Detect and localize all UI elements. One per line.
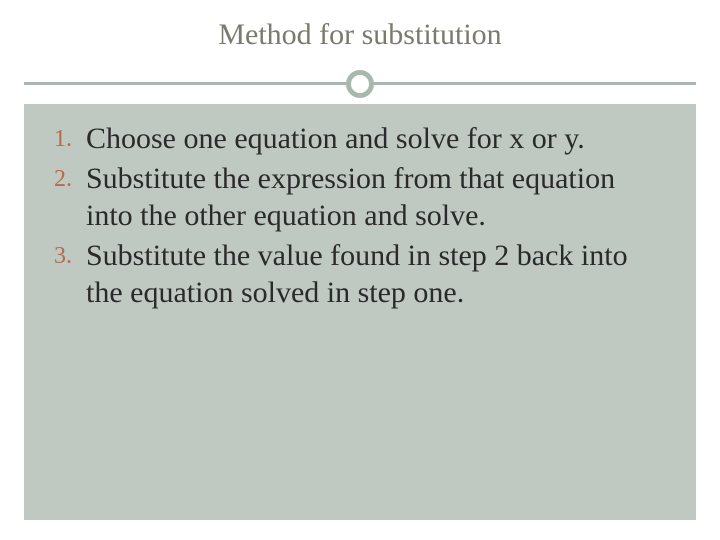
list-text: Substitute the expression from that equa… — [86, 160, 668, 235]
list-number: 3. — [52, 237, 86, 270]
divider — [0, 64, 720, 104]
title-area: Method for substitution — [0, 0, 720, 52]
ordered-list: 1. Choose one equation and solve for x o… — [52, 120, 668, 312]
list-item: 3. Substitute the value found in step 2 … — [52, 237, 668, 312]
divider-circle-icon — [346, 70, 374, 98]
list-number: 2. — [52, 160, 86, 193]
list-number: 1. — [52, 120, 86, 153]
list-item: 2. Substitute the expression from that e… — [52, 160, 668, 235]
slide: Method for substitution 1. Choose one eq… — [0, 0, 720, 540]
list-text: Choose one equation and solve for x or y… — [86, 120, 585, 158]
content-area: 1. Choose one equation and solve for x o… — [24, 104, 696, 520]
slide-title: Method for substitution — [0, 18, 720, 52]
list-text: Substitute the value found in step 2 bac… — [86, 237, 668, 312]
list-item: 1. Choose one equation and solve for x o… — [52, 120, 668, 158]
